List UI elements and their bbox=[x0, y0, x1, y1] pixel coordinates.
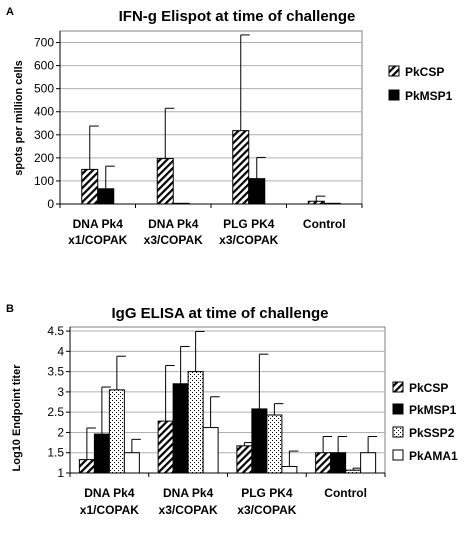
legend-label: PkCSP bbox=[405, 65, 444, 79]
bar-pkmsp1 bbox=[172, 202, 190, 205]
panel-a-title: IFN-g Elispot at time of challenge bbox=[119, 8, 356, 25]
bar-pkama1 bbox=[281, 466, 298, 474]
x-tick-label: DNA Pk4 bbox=[84, 486, 135, 500]
bar-pkmsp1 bbox=[248, 178, 266, 205]
bar-pkmsp1 bbox=[251, 408, 268, 474]
x-tick-label: x3/COPAK bbox=[219, 233, 278, 247]
x-tick-label: DNA Pk4 bbox=[148, 217, 199, 231]
x-tick-label: x1/COPAK bbox=[80, 503, 139, 517]
panel-a-chart: 0 100 200 300 400 500 600 700 DNA Pk4 x1/COPAK DNA… bbox=[34, 30, 363, 247]
legend-swatch bbox=[392, 426, 404, 438]
x-tick-label: x3/COPAK bbox=[237, 503, 296, 517]
panel-b-title: IgG ELISA at time of challenge bbox=[112, 305, 329, 322]
bar-pkcsp bbox=[307, 200, 325, 205]
y-tick-label: 4 bbox=[57, 344, 64, 358]
legend-swatch bbox=[392, 449, 404, 461]
bar-pkama1 bbox=[123, 452, 140, 474]
bar-pkama1 bbox=[360, 452, 377, 474]
y-tick-label: 4.5 bbox=[47, 324, 64, 338]
legend-label: PkMSP1 bbox=[409, 403, 457, 417]
y-tick-label: 400 bbox=[34, 105, 54, 119]
bar-pkssp2 bbox=[266, 414, 283, 474]
y-tick-label: 600 bbox=[34, 59, 54, 73]
y-tick-label: 500 bbox=[34, 82, 54, 96]
x-tick-label: x3/COPAK bbox=[144, 233, 203, 247]
bar-pkssp2 bbox=[108, 389, 125, 474]
x-tick-label: Control bbox=[324, 486, 367, 500]
x-tick-label: PLG PK4 bbox=[223, 217, 275, 231]
bar-pkssp2 bbox=[187, 371, 204, 474]
y-tick-label: 200 bbox=[34, 151, 54, 165]
bar-pkmsp1 bbox=[172, 383, 189, 474]
bar-pkcsp bbox=[315, 452, 332, 474]
panel-a-ylabel: spots per million cells bbox=[13, 60, 25, 176]
y-tick-label: 2 bbox=[57, 425, 64, 439]
legend-label: PkMSP1 bbox=[405, 89, 453, 103]
x-tick-label: DNA Pk4 bbox=[163, 486, 214, 500]
bar-pkmsp1 bbox=[93, 433, 110, 474]
bar-pkcsp bbox=[81, 168, 99, 205]
y-tick-label: 1 bbox=[57, 466, 64, 480]
bar-pkama1 bbox=[202, 427, 219, 474]
x-tick-label: x3/COPAK bbox=[159, 503, 218, 517]
bar-pkmsp1 bbox=[97, 188, 115, 205]
x-tick-label: Control bbox=[303, 217, 346, 231]
bar-pkcsp bbox=[236, 445, 253, 474]
x-tick-label: x1/COPAK bbox=[68, 233, 127, 247]
panel-b-legend: PkCSP PkMSP1 PkSSP2 PkAMA1 bbox=[392, 381, 458, 463]
legend-swatch bbox=[388, 65, 400, 77]
legend-label: PkSSP2 bbox=[409, 426, 455, 440]
panel-b-label: B bbox=[6, 303, 14, 315]
y-tick-label: 2.5 bbox=[47, 405, 64, 419]
plot-area bbox=[59, 30, 363, 205]
legend-label: PkAMA1 bbox=[409, 449, 458, 463]
y-tick-label: 100 bbox=[34, 174, 54, 188]
legend-swatch bbox=[392, 403, 404, 415]
legend-label: PkCSP bbox=[409, 381, 448, 395]
bar-pkssp2 bbox=[345, 469, 362, 474]
x-tick-label: DNA Pk4 bbox=[73, 217, 124, 231]
y-tick-label: 700 bbox=[34, 36, 54, 50]
bar-pkcsp bbox=[156, 158, 174, 205]
y-tick-label: 1.5 bbox=[47, 446, 64, 460]
panel-a-legend: PkCSP PkMSP1 bbox=[388, 65, 453, 103]
bar-pkmsp1 bbox=[323, 202, 341, 205]
panel-b-ylabel: Log10 Endpoint titer bbox=[11, 364, 23, 472]
bar-pkmsp1 bbox=[330, 452, 347, 474]
legend-swatch bbox=[388, 89, 400, 101]
x-tick-label: PLG PK4 bbox=[241, 486, 293, 500]
y-tick-label: 3 bbox=[57, 385, 64, 399]
y-tick-label: 0 bbox=[47, 197, 54, 211]
y-tick-label: 3.5 bbox=[47, 365, 64, 379]
panel-a-label: A bbox=[6, 6, 14, 18]
bar-pkcsp bbox=[78, 459, 95, 474]
bar-pkcsp bbox=[157, 420, 174, 474]
bar-pkcsp bbox=[232, 130, 250, 205]
legend-swatch bbox=[392, 381, 404, 393]
y-tick-label: 300 bbox=[34, 128, 54, 142]
panel-b-chart: 1 1.5 2 2.5 3 3.5 4 4.5 DNA Pk4 x1/COPAK DNA Pk4 x3… bbox=[47, 324, 386, 517]
